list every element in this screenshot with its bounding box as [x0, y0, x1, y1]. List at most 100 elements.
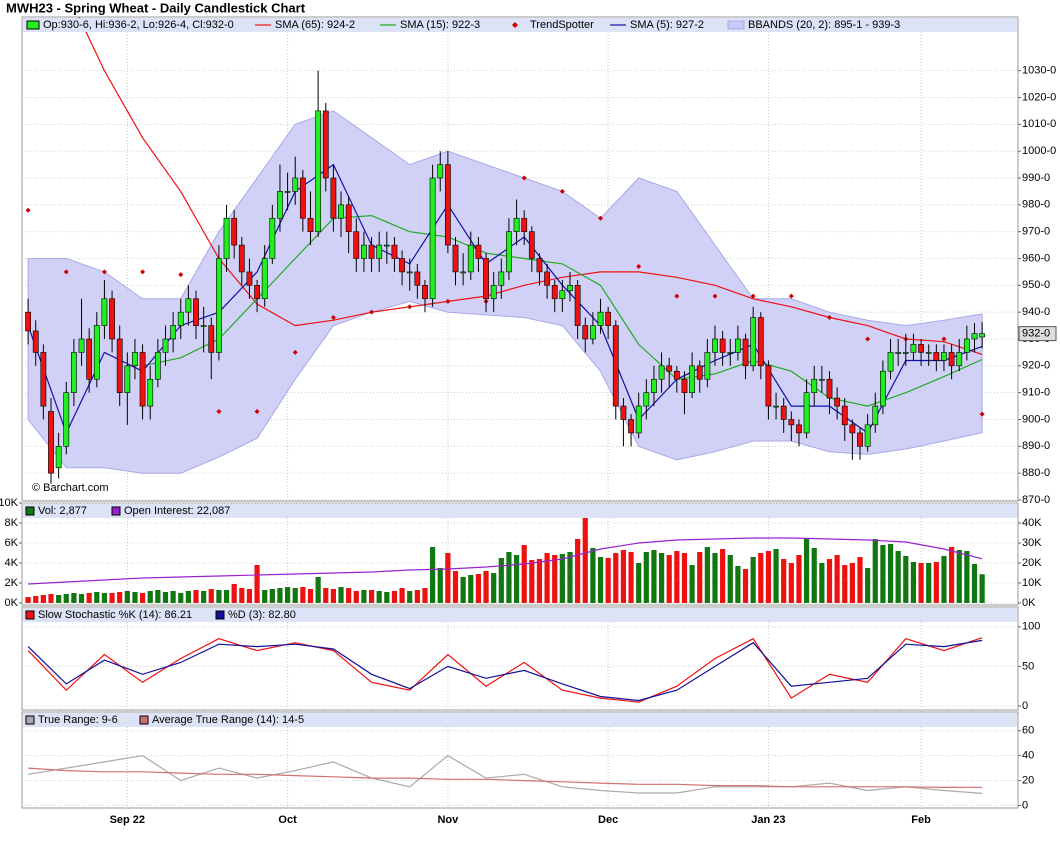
candle-body [338, 204, 344, 219]
candle-body [544, 271, 550, 286]
candle-body [788, 419, 795, 426]
candle-body [422, 285, 428, 300]
candle-body [536, 258, 543, 273]
volume-bar [117, 592, 123, 603]
trend-dot [330, 315, 336, 321]
legend-band [23, 18, 1017, 32]
volume-bar [674, 551, 680, 603]
trend-dot [750, 293, 756, 299]
trend-dot [979, 411, 985, 417]
trend-dot [674, 293, 680, 299]
candle-body [246, 271, 253, 286]
candle-body [620, 405, 627, 420]
candle-body [193, 298, 199, 326]
candle-body [200, 325, 207, 327]
volume-bar [376, 591, 382, 603]
legend-swatch [727, 20, 745, 30]
candle-body [238, 244, 245, 273]
candle-body [208, 325, 215, 353]
volume-bar [25, 597, 31, 603]
candle-body [154, 352, 161, 380]
candle-body [269, 217, 276, 259]
volume-bar [720, 549, 726, 603]
candle-body [70, 352, 77, 393]
volume-bar [430, 547, 436, 603]
candle-body [872, 405, 879, 426]
trend-dot [407, 304, 413, 310]
volume-bar [300, 587, 306, 603]
candle-body [513, 217, 520, 232]
y-tick-label: 0 [1022, 799, 1028, 811]
candle-body [361, 244, 367, 259]
candle-body [460, 271, 467, 274]
x-tick-label: Oct [278, 814, 297, 826]
volume-bar [605, 558, 611, 603]
volume-bar [742, 569, 749, 603]
volume-bar [536, 559, 543, 603]
volume-bar [407, 591, 413, 603]
trend-dot [826, 315, 832, 321]
legend-swatch [25, 506, 35, 516]
volume-bar [468, 575, 474, 603]
volume-bar [582, 505, 588, 603]
volume-bar [681, 553, 688, 603]
volume-bar [178, 593, 184, 603]
candle-body [643, 392, 650, 407]
volume-bar [353, 591, 359, 603]
volume-bar [40, 595, 46, 603]
candle-body [589, 325, 596, 340]
candle-body [399, 258, 405, 273]
volume-bar [903, 556, 909, 603]
candle-body [277, 191, 283, 219]
volume-bar [552, 555, 558, 603]
volume-bar [506, 552, 512, 603]
candle-body [475, 244, 482, 259]
candle-body [712, 338, 718, 353]
volume-bar [498, 558, 504, 603]
volume-bar [796, 555, 802, 603]
volume-bar [262, 590, 268, 603]
candle-body [673, 370, 680, 380]
volume-bar [63, 594, 69, 603]
volume-bar [887, 544, 894, 603]
volume-bar [819, 563, 825, 603]
y-tick-label: 880-0 [1022, 467, 1050, 479]
legend-swatch [25, 610, 35, 620]
series-line [28, 767, 983, 789]
legend-band [23, 504, 1017, 518]
volume-bar [346, 588, 352, 603]
candle-body [353, 231, 360, 259]
candle-body [895, 352, 902, 354]
y2-tick-label: 30K [1022, 537, 1042, 549]
volume-bar [521, 545, 527, 603]
candle-body [925, 352, 932, 354]
x-tick-label: Feb [911, 814, 931, 826]
y-tick-label: 1000-0 [1022, 145, 1056, 157]
candle-body [223, 217, 230, 259]
candle-body [948, 352, 955, 367]
candle-body [765, 365, 772, 407]
volume-bar [445, 553, 451, 603]
trend-dot [445, 298, 451, 304]
legend-label: SMA (65): 924-2 [275, 19, 355, 31]
legend-label: %D (3): 82.80 [228, 609, 296, 621]
y-tick-label: 8K [5, 517, 19, 529]
candle-body [910, 344, 917, 353]
candle-body [689, 365, 696, 393]
candle-body [826, 378, 833, 399]
volume-bar [109, 593, 115, 603]
candle-body [124, 365, 131, 393]
volume-bar [872, 539, 878, 603]
candle-body [841, 405, 848, 426]
bollinger-band [27, 110, 983, 474]
series-line [28, 537, 983, 585]
volume-bar [269, 589, 275, 603]
legend-label: Slow Stochastic %K (14): 86.21 [38, 609, 192, 621]
volume-bar [636, 563, 642, 603]
candle-body [330, 177, 337, 219]
volume-bar [491, 573, 497, 603]
volume-bar [132, 592, 138, 603]
volume-bar [697, 552, 703, 603]
candle-body [857, 432, 863, 447]
candle-body [887, 352, 894, 372]
